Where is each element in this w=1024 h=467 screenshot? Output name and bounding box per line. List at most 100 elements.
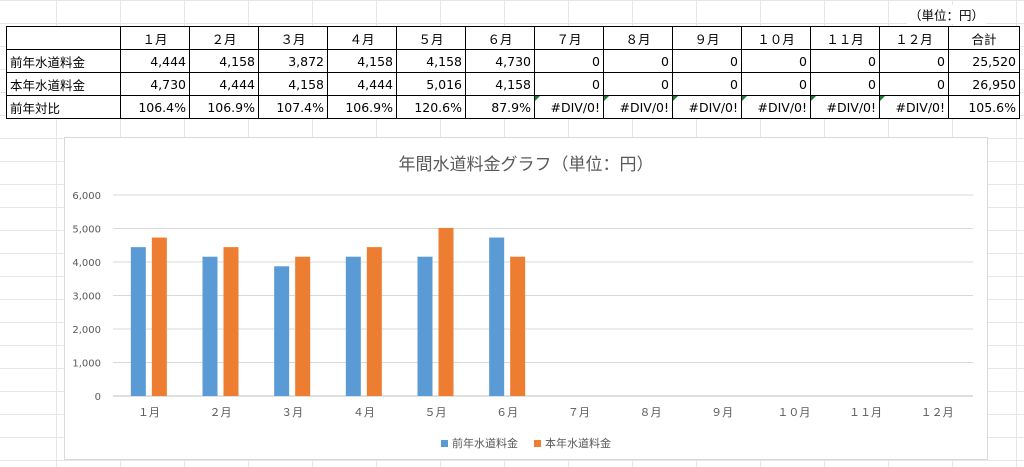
- table-cell[interactable]: 4,730: [465, 49, 535, 73]
- table-cell[interactable]: 106.4%: [120, 95, 190, 119]
- unit-note: （単位：円）: [906, 5, 986, 24]
- table-cell[interactable]: 0: [603, 72, 673, 96]
- bar-this-year: [295, 256, 311, 396]
- table-cell[interactable]: 4,444: [120, 49, 190, 73]
- bar-chart: 0 1,000 2,000 3,000 4,000 5,000 6,000 １月 ２月 ３月 ４月 ５…: [72, 191, 973, 419]
- x-tick-label: ４月: [353, 406, 375, 419]
- bar-this-year: [366, 247, 382, 396]
- bar-prev-year: [202, 256, 218, 396]
- table-cell[interactable]: 0: [603, 49, 673, 73]
- bar-prev-year: [130, 247, 146, 396]
- table-cell[interactable]: 4,158: [396, 49, 466, 73]
- table-cell[interactable]: 106.9%: [189, 95, 259, 119]
- x-tick-label: １０月: [777, 406, 810, 419]
- column-header[interactable]: ２月: [189, 26, 259, 50]
- header-row: １月 ２月 ３月 ４月 ５月 ６月 ７月 ８月 ９月 １０月 １１月 １２月 合計: [6, 26, 1020, 50]
- table-cell[interactable]: 4,158: [465, 72, 535, 96]
- data-table: １月 ２月 ３月 ４月 ５月 ６月 ７月 ８月 ９月 １０月 １１月 １２月 合計 前年水道料金 4,444…: [6, 26, 1020, 119]
- column-header[interactable]: ３月: [258, 26, 328, 50]
- table-cell[interactable]: 25,520: [948, 49, 1020, 73]
- table-cell[interactable]: 107.4%: [258, 95, 328, 119]
- y-tick-label: 1,000: [72, 359, 101, 370]
- column-header[interactable]: ８月: [603, 26, 673, 50]
- x-tick-label: １月: [138, 406, 160, 419]
- table-cell[interactable]: 0: [672, 49, 742, 73]
- column-header[interactable]: 合計: [948, 26, 1020, 50]
- bar-this-year: [151, 237, 167, 396]
- table-cell[interactable]: 5,016: [396, 72, 466, 96]
- bar-prev-year: [274, 266, 290, 396]
- bar-this-year: [223, 247, 239, 396]
- bar-this-year: [510, 256, 526, 396]
- column-header[interactable]: ６月: [465, 26, 535, 50]
- bar-prev-year: [417, 256, 433, 396]
- table-cell[interactable]: 0: [672, 72, 742, 96]
- x-tick-label: １２月: [921, 406, 954, 419]
- x-tick-label: ３月: [281, 406, 303, 419]
- table-row: 前年水道料金 4,444 4,158 3,872 4,158 4,158 4,730 0 0 0 0…: [6, 49, 1020, 73]
- row-label[interactable]: 前年対比: [6, 95, 121, 119]
- legend-swatch: [534, 440, 541, 447]
- table-cell[interactable]: 0: [810, 72, 880, 96]
- column-header[interactable]: １０月: [741, 26, 811, 50]
- table-cell[interactable]: #DIV/0!: [741, 95, 811, 119]
- column-header[interactable]: １１月: [810, 26, 880, 50]
- column-header[interactable]: ５月: [396, 26, 466, 50]
- row-label[interactable]: 前年水道料金: [6, 49, 121, 73]
- table-cell[interactable]: 106.9%: [327, 95, 397, 119]
- bar-prev-year: [345, 256, 361, 396]
- legend-item: 本年水道料金: [534, 435, 611, 451]
- table-cell[interactable]: 4,444: [327, 72, 397, 96]
- row-label[interactable]: 本年水道料金: [6, 72, 121, 96]
- legend-swatch: [441, 440, 448, 447]
- x-tick-label: ８月: [640, 406, 662, 419]
- table-cell[interactable]: 105.6%: [948, 95, 1020, 119]
- chart-title: 年間水道料金グラフ（単位：円）: [398, 155, 654, 175]
- table-cell[interactable]: 0: [810, 49, 880, 73]
- table-cell[interactable]: #DIV/0!: [534, 95, 604, 119]
- table-cell[interactable]: #DIV/0!: [879, 95, 949, 119]
- table-cell[interactable]: 0: [534, 72, 604, 96]
- column-header[interactable]: ４月: [327, 26, 397, 50]
- table-cell[interactable]: 87.9%: [465, 95, 535, 119]
- table-cell[interactable]: 4,158: [327, 49, 397, 73]
- x-tick-label: ７月: [568, 406, 590, 419]
- y-tick-label: 2,000: [72, 325, 101, 336]
- table-cell[interactable]: 0: [879, 72, 949, 96]
- x-tick-label: ６月: [496, 406, 518, 419]
- table-cell[interactable]: 0: [879, 49, 949, 73]
- table-row: 本年水道料金 4,730 4,444 4,158 4,444 5,016 4,158 0 0 0 0…: [6, 72, 1020, 96]
- y-tick-label: 3,000: [72, 292, 101, 303]
- bar-prev-year: [489, 237, 505, 396]
- table-cell[interactable]: 4,158: [189, 49, 259, 73]
- y-tick-label: 5,000: [72, 225, 101, 236]
- table-cell[interactable]: 0: [741, 72, 811, 96]
- x-tick-label: ２月: [210, 406, 232, 419]
- legend-label: 前年水道料金: [452, 437, 518, 450]
- table-cell[interactable]: 0: [534, 49, 604, 73]
- table-cell[interactable]: #DIV/0!: [672, 95, 742, 119]
- table-cell[interactable]: 4,158: [258, 72, 328, 96]
- table-cell[interactable]: 120.6%: [396, 95, 466, 119]
- table-cell[interactable]: 0: [741, 49, 811, 73]
- table-cell[interactable]: #DIV/0!: [603, 95, 673, 119]
- column-header[interactable]: １月: [120, 26, 190, 50]
- table-cell[interactable]: 26,950: [948, 72, 1020, 96]
- x-tick-label: １１月: [849, 406, 882, 419]
- y-tick-label: 0: [95, 392, 101, 403]
- bar-this-year: [438, 227, 454, 396]
- legend-label: 本年水道料金: [545, 437, 611, 450]
- chart-area[interactable]: 年間水道料金グラフ（単位：円） 0 1,000 2,000 3,000 4,000 5,0…: [64, 137, 988, 460]
- table-cell[interactable]: 4,444: [189, 72, 259, 96]
- x-tick-label: ９月: [711, 406, 733, 419]
- column-header[interactable]: ９月: [672, 26, 742, 50]
- chart-legend: 前年水道料金 本年水道料金: [65, 435, 987, 451]
- table-cell[interactable]: 3,872: [258, 49, 328, 73]
- y-tick-label: 6,000: [72, 191, 101, 202]
- corner-cell[interactable]: [6, 26, 121, 50]
- column-header[interactable]: １２月: [879, 26, 949, 50]
- column-header[interactable]: ７月: [534, 26, 604, 50]
- table-cell[interactable]: #DIV/0!: [810, 95, 880, 119]
- table-row: 前年対比 106.4% 106.9% 107.4% 106.9% 120.6% 87.9% #…: [6, 95, 1020, 119]
- table-cell[interactable]: 4,730: [120, 72, 190, 96]
